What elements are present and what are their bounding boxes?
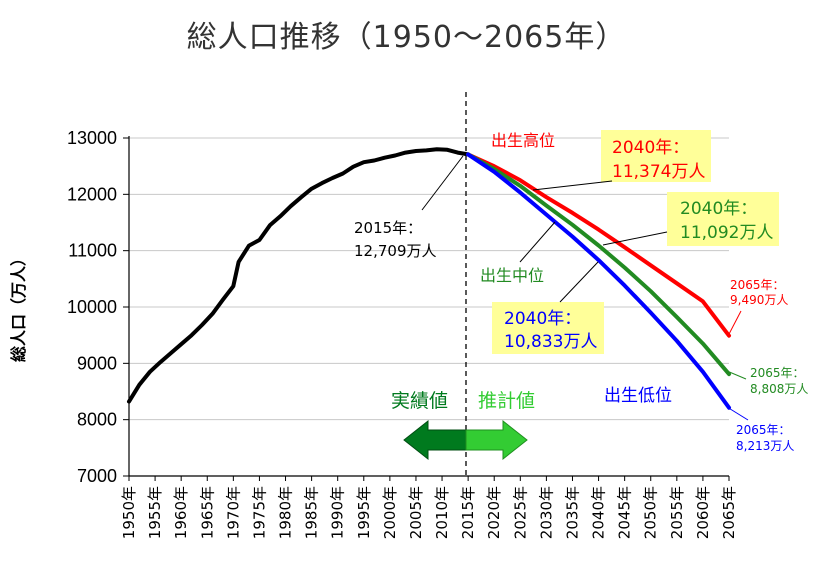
x-tick-label-4: 1970年: [224, 486, 242, 539]
y-tick-label-8000: 8000: [77, 410, 117, 430]
label-high-2065-value: 9,490万人: [730, 293, 788, 307]
label-mid-2065-value: 8,808万人: [750, 382, 808, 396]
x-tick-label-9: 1995年: [355, 486, 373, 539]
label-actual: 実績値: [391, 390, 448, 412]
page-title: 総人口推移（1950～2065年）: [186, 20, 627, 55]
label-projected: 推計値: [478, 390, 535, 412]
x-tick-label-7: 1985年: [303, 486, 321, 539]
label-mid-series: 出生中位: [480, 266, 544, 285]
x-tick-label-5: 1975年: [250, 486, 268, 539]
series-line-3: [466, 152, 731, 410]
x-tick-label-11: 2005年: [407, 486, 425, 539]
label-mid-2040-year: 2040年：: [680, 199, 757, 219]
x-tick-label-15: 2025年: [511, 486, 529, 539]
x-tick-label-12: 2010年: [433, 486, 451, 539]
leader-2015: [421, 155, 464, 211]
x-tick-label-14: 2020年: [485, 486, 503, 539]
y-tick-label-10000: 10000: [67, 297, 117, 317]
leader-m2065: [726, 370, 747, 380]
x-tick-label-16: 2030年: [537, 486, 555, 539]
label-low-2040-year: 2040年：: [504, 309, 581, 329]
x-tick-label-22: 2060年: [694, 486, 712, 539]
y-tick-label-11000: 11000: [68, 241, 117, 261]
x-tick-label-6: 1980年: [277, 486, 295, 539]
arrow-projected: [465, 419, 528, 461]
series-line-1: [466, 152, 731, 338]
series-line-2: [466, 152, 731, 377]
x-tick-label-20: 2050年: [642, 486, 660, 539]
label-low-2065-year: 2065年：: [736, 423, 791, 437]
x-tick-label-23: 2065年: [720, 486, 738, 539]
arrow-actual: [403, 419, 467, 461]
x-tick-label-13: 2015年: [459, 486, 477, 539]
leader-l2065: [726, 406, 749, 421]
y-tick-labels: 7000 8000 9000 10000 11000 12000 13000: [67, 128, 129, 486]
label-low-series: 出生低位: [604, 386, 672, 406]
x-tick-label-2: 1960年: [172, 486, 190, 539]
box-high-2040: [601, 130, 711, 182]
box-low-2040: [492, 302, 604, 354]
y-tick-label-13000: 13000: [67, 128, 117, 148]
x-tick-label-17: 2035年: [563, 486, 581, 539]
x-tick-label-18: 2040年: [590, 486, 608, 539]
series-lines: [127, 147, 731, 410]
label-low-2040-value: 10,833万人: [504, 332, 597, 352]
label-high-2040-value: 11,374万人: [612, 162, 705, 182]
label-2015-value: 12,709万人: [354, 242, 437, 260]
label-high-2065-year: 2065年：: [730, 278, 785, 292]
y-tick-label-7000: 7000: [77, 466, 117, 486]
label-mid-2040-value: 11,092万人: [680, 223, 773, 243]
label-high-2040-year: 2040年：: [612, 138, 689, 158]
x-tick-label-3: 1965年: [198, 486, 216, 539]
series-line-0: [127, 147, 471, 404]
leader-mid-lbl: [519, 221, 556, 263]
x-tick-label-0: 1950年: [120, 486, 138, 539]
y-axis-label: 総人口（万人）: [9, 250, 28, 362]
y-tick-label-9000: 9000: [77, 353, 117, 373]
x-tick-label-10: 2000年: [381, 486, 399, 539]
label-high-series: 出生高位: [491, 131, 555, 150]
x-tick-label-19: 2045年: [616, 486, 634, 539]
leader-low-2040: [559, 261, 599, 303]
label-mid-2065-year: 2065年：: [750, 366, 805, 380]
box-mid-2040: [667, 192, 779, 246]
x-tick-label-1: 1955年: [146, 486, 164, 539]
leader-high: [532, 180, 613, 191]
x-tick-labels: 1950年 1955年 1960年 1965年 1970年 1975年 1980年 1985年…: [120, 476, 738, 539]
leader-h2065: [727, 310, 742, 337]
y-tick-label-12000: 12000: [67, 184, 117, 204]
label-low-2065-value: 8,213万人: [736, 439, 794, 453]
label-2015-year: 2015年：: [354, 219, 422, 237]
x-tick-label-8: 1990年: [329, 486, 347, 539]
x-tick-label-21: 2055年: [668, 486, 686, 539]
leader-mid-2040: [602, 231, 668, 246]
